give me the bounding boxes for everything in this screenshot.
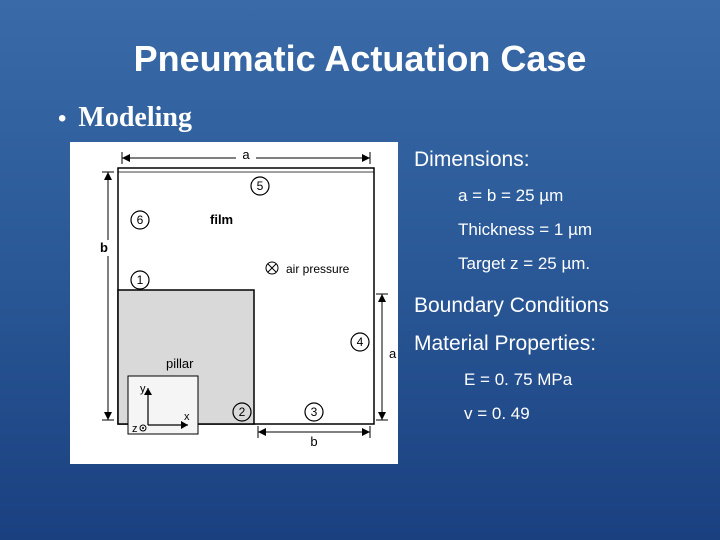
label-n5: 5 <box>257 179 264 193</box>
axis-y: y <box>140 383 146 395</box>
label-n3: 3 <box>311 405 318 419</box>
dimensions-heading: Dimensions: <box>414 148 609 172</box>
label-n4: 4 <box>357 335 364 349</box>
label-b-left: b <box>100 240 108 255</box>
bullet-text: Modeling <box>78 102 192 134</box>
label-b-bottom: b <box>310 434 317 449</box>
axis-x: x <box>184 411 190 423</box>
dim-target: Target z = 25 µm. <box>458 254 609 274</box>
axis-z: z <box>132 423 138 435</box>
right-column: Dimensions: a = b = 25 µm Thickness = 1 … <box>414 142 609 464</box>
dim-thickness: Thickness = 1 µm <box>458 220 609 240</box>
label-n1: 1 <box>137 273 144 287</box>
mp-E: E = 0. 75 MPa <box>464 370 609 390</box>
label-pillar: pillar <box>166 356 194 371</box>
slide-title: Pneumatic Actuation Case <box>0 0 720 80</box>
label-a-right: a <box>389 346 397 361</box>
mp-v: v = 0. 49 <box>464 404 609 424</box>
bullet-row: • Modeling <box>58 102 720 134</box>
label-n2: 2 <box>239 405 246 419</box>
label-n6: 6 <box>137 213 144 227</box>
bc-heading: Boundary Conditions <box>414 294 609 318</box>
label-air-pressure: air pressure <box>286 262 350 276</box>
label-film: film <box>210 212 233 227</box>
model-diagram: a b a b film <box>70 142 398 464</box>
label-a-top: a <box>242 147 250 162</box>
dim-ab: a = b = 25 µm <box>458 186 609 206</box>
mp-heading: Material Properties: <box>414 332 609 356</box>
bullet-dot: • <box>58 105 66 133</box>
content-row: a b a b film <box>0 142 720 464</box>
